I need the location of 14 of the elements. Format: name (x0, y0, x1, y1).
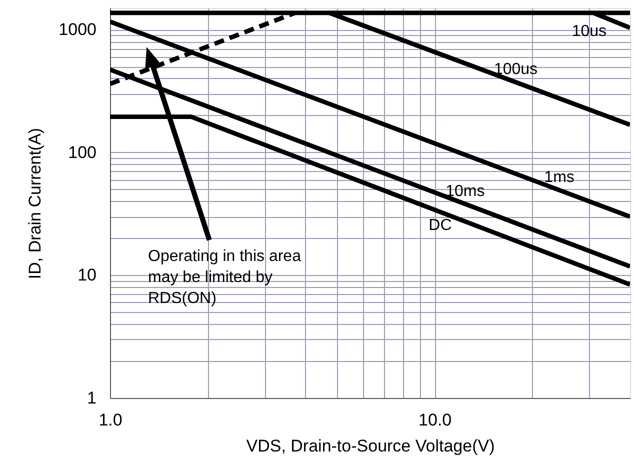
y-tick-label: 10 (78, 266, 96, 285)
y-axis-title: ID, Drain Current(A) (26, 128, 45, 280)
annotation: Operating in this area may be limited by RDS(ON) (148, 248, 302, 307)
x-tick-label: 1.0 (98, 410, 122, 430)
y-tick-label: 100 (68, 142, 96, 162)
series-label: 100us (494, 61, 538, 78)
x-tick-label: 10.0 (418, 410, 452, 430)
series-label: 10ms (446, 182, 485, 200)
series-label: DC (428, 216, 452, 234)
y-tick-label: 1000 (58, 20, 96, 40)
x-axis-title: VDS, Drain-to-Source Voltage(V) (246, 436, 495, 456)
y-tick-label: 1 (87, 388, 96, 408)
series-label: 10us (572, 22, 607, 40)
series-label: 1ms (544, 169, 574, 186)
